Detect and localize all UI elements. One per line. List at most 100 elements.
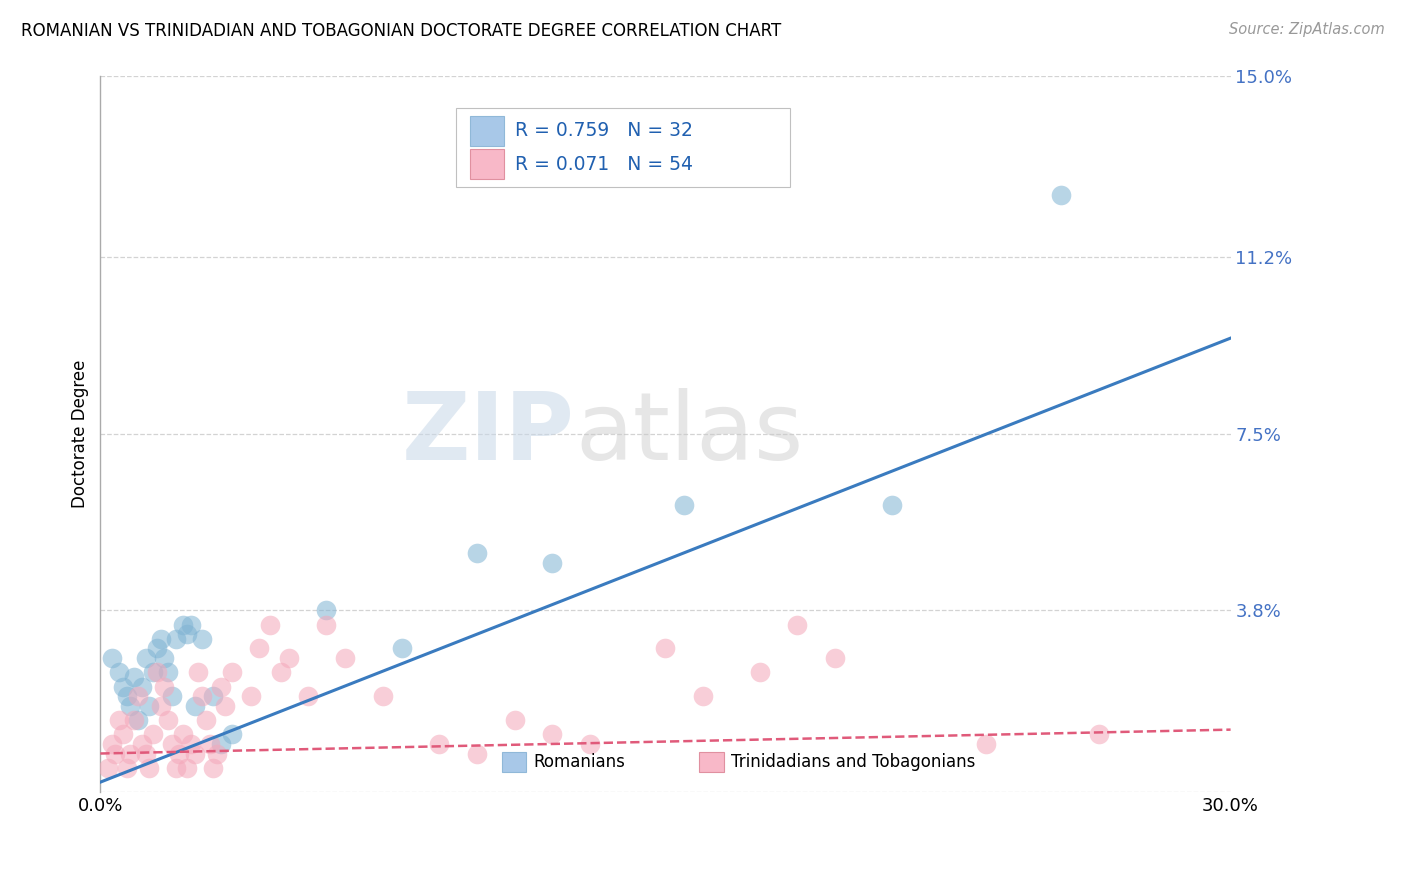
Text: Romanians: Romanians	[533, 753, 626, 771]
Point	[247, 641, 270, 656]
Point	[748, 665, 770, 680]
Point	[108, 713, 131, 727]
Point	[209, 680, 232, 694]
Text: ROMANIAN VS TRINIDADIAN AND TOBAGONIAN DOCTORATE DEGREE CORRELATION CHART: ROMANIAN VS TRINIDADIAN AND TOBAGONIAN D…	[21, 22, 782, 40]
Point	[138, 698, 160, 713]
Text: atlas: atlas	[575, 388, 803, 480]
Point	[127, 690, 149, 704]
Point	[221, 665, 243, 680]
Point	[100, 737, 122, 751]
Point	[149, 698, 172, 713]
Point	[172, 727, 194, 741]
Point	[120, 698, 142, 713]
Point	[120, 747, 142, 761]
Point	[115, 761, 138, 775]
Point	[786, 617, 808, 632]
Point	[974, 737, 997, 751]
Point	[429, 737, 451, 751]
Point	[127, 713, 149, 727]
Point	[172, 617, 194, 632]
Point	[315, 617, 337, 632]
Point	[176, 627, 198, 641]
Point	[153, 651, 176, 665]
Point	[579, 737, 602, 751]
Point	[277, 651, 299, 665]
Point	[465, 546, 488, 560]
Point	[149, 632, 172, 646]
FancyBboxPatch shape	[502, 752, 526, 772]
Point	[146, 641, 169, 656]
Point	[198, 737, 221, 751]
Point	[146, 665, 169, 680]
Text: Source: ZipAtlas.com: Source: ZipAtlas.com	[1229, 22, 1385, 37]
Point	[142, 727, 165, 741]
Point	[157, 665, 180, 680]
Point	[165, 632, 187, 646]
Point	[209, 737, 232, 751]
Point	[97, 761, 120, 775]
Text: R = 0.759   N = 32: R = 0.759 N = 32	[515, 121, 693, 140]
Text: Trinidadians and Tobagonians: Trinidadians and Tobagonians	[731, 753, 976, 771]
Point	[183, 747, 205, 761]
Point	[111, 680, 134, 694]
Point	[122, 713, 145, 727]
Point	[131, 680, 153, 694]
Point	[157, 713, 180, 727]
Point	[104, 747, 127, 761]
Point	[465, 747, 488, 761]
Point	[221, 727, 243, 741]
Point	[692, 690, 714, 704]
Point	[654, 641, 676, 656]
Point	[202, 761, 225, 775]
Point	[214, 698, 236, 713]
Text: ZIP: ZIP	[402, 388, 575, 480]
Point	[135, 747, 157, 761]
Point	[391, 641, 413, 656]
Point	[153, 680, 176, 694]
Point	[297, 690, 319, 704]
Point	[131, 737, 153, 751]
Point	[187, 665, 209, 680]
Point	[503, 713, 526, 727]
Text: R = 0.071   N = 54: R = 0.071 N = 54	[515, 155, 693, 174]
Point	[142, 665, 165, 680]
FancyBboxPatch shape	[699, 752, 724, 772]
Point	[315, 603, 337, 617]
Point	[135, 651, 157, 665]
Point	[100, 651, 122, 665]
Point	[259, 617, 281, 632]
Point	[165, 761, 187, 775]
Point	[541, 556, 564, 570]
Point	[371, 690, 394, 704]
Point	[111, 727, 134, 741]
Point	[205, 747, 228, 761]
Point	[541, 727, 564, 741]
Point	[202, 690, 225, 704]
Point	[880, 498, 903, 512]
Point	[108, 665, 131, 680]
Point	[191, 632, 214, 646]
Point	[270, 665, 292, 680]
Point	[160, 737, 183, 751]
FancyBboxPatch shape	[470, 116, 503, 145]
Point	[335, 651, 357, 665]
Point	[191, 690, 214, 704]
Point	[160, 690, 183, 704]
Point	[824, 651, 846, 665]
Point	[115, 690, 138, 704]
Point	[673, 498, 696, 512]
Point	[194, 713, 217, 727]
Point	[122, 670, 145, 684]
Point	[240, 690, 263, 704]
FancyBboxPatch shape	[470, 149, 503, 179]
Point	[180, 737, 202, 751]
Point	[180, 617, 202, 632]
Point	[138, 761, 160, 775]
Point	[183, 698, 205, 713]
Point	[1050, 187, 1073, 202]
FancyBboxPatch shape	[457, 108, 790, 186]
Y-axis label: Doctorate Degree: Doctorate Degree	[72, 359, 89, 508]
Point	[176, 761, 198, 775]
Point	[1087, 727, 1109, 741]
Point	[169, 747, 191, 761]
